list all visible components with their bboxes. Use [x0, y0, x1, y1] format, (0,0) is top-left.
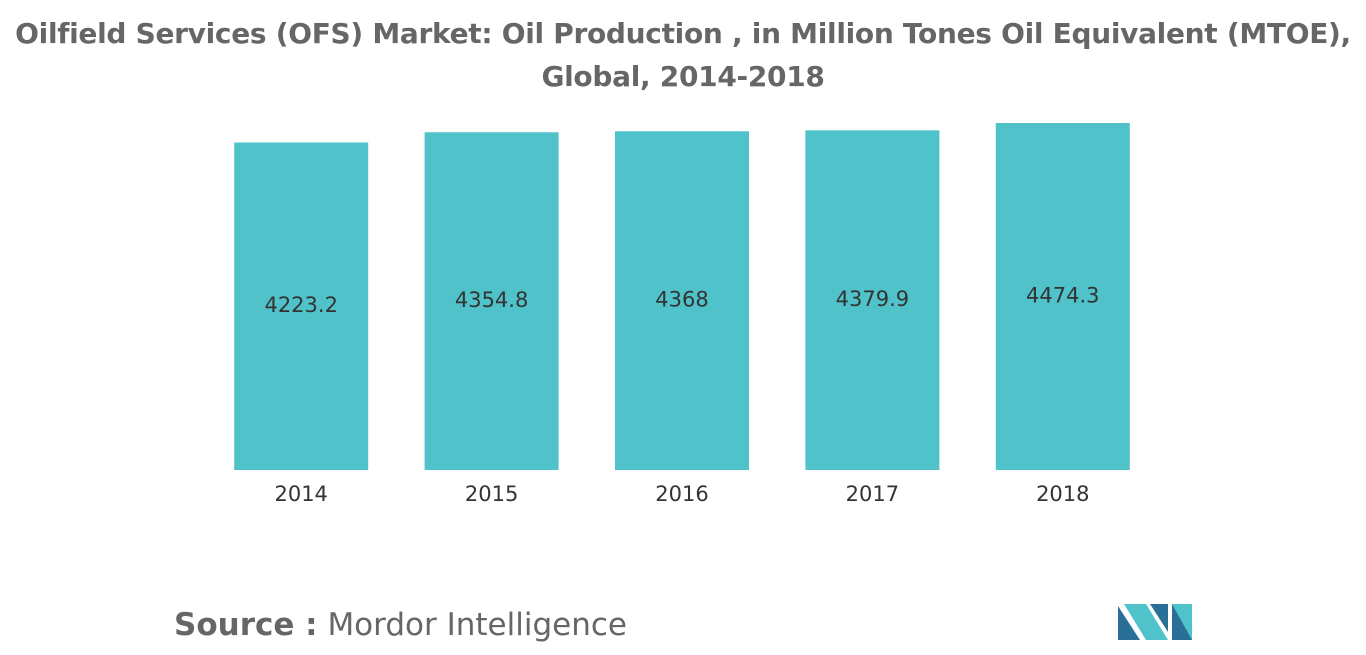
- value-label: 4354.8: [455, 288, 528, 312]
- value-label: 4223.2: [264, 293, 337, 317]
- value-label: 4379.9: [836, 287, 909, 311]
- x-tick-label: 2015: [465, 482, 518, 506]
- bar: [995, 123, 1130, 470]
- bar: [234, 142, 369, 470]
- logo-part: [1172, 604, 1192, 640]
- logo-part: [1150, 604, 1168, 632]
- x-tick-label: 2017: [846, 482, 899, 506]
- bar: [805, 130, 940, 470]
- logo-part: [1124, 604, 1168, 640]
- x-tick-label: 2014: [274, 482, 327, 506]
- chart-title: Oilfield Services (OFS) Market: Oil Prod…: [15, 17, 1351, 93]
- logo-part: [1118, 606, 1140, 640]
- source: Source : Mordor Intelligence: [174, 607, 627, 643]
- value-label: 4368: [655, 288, 708, 312]
- logo: [1118, 604, 1192, 640]
- bar: [615, 131, 749, 470]
- title-box: Oilfield Services (OFS) Market: Oil Prod…: [0, 12, 1366, 98]
- source-text: Mordor Intelligence: [327, 607, 627, 643]
- x-tick-label: 2016: [655, 482, 708, 506]
- x-tick-label: 2018: [1036, 482, 1089, 506]
- source-label: Source :: [174, 607, 318, 643]
- value-label: 4474.3: [1026, 284, 1099, 308]
- bar: [424, 132, 559, 470]
